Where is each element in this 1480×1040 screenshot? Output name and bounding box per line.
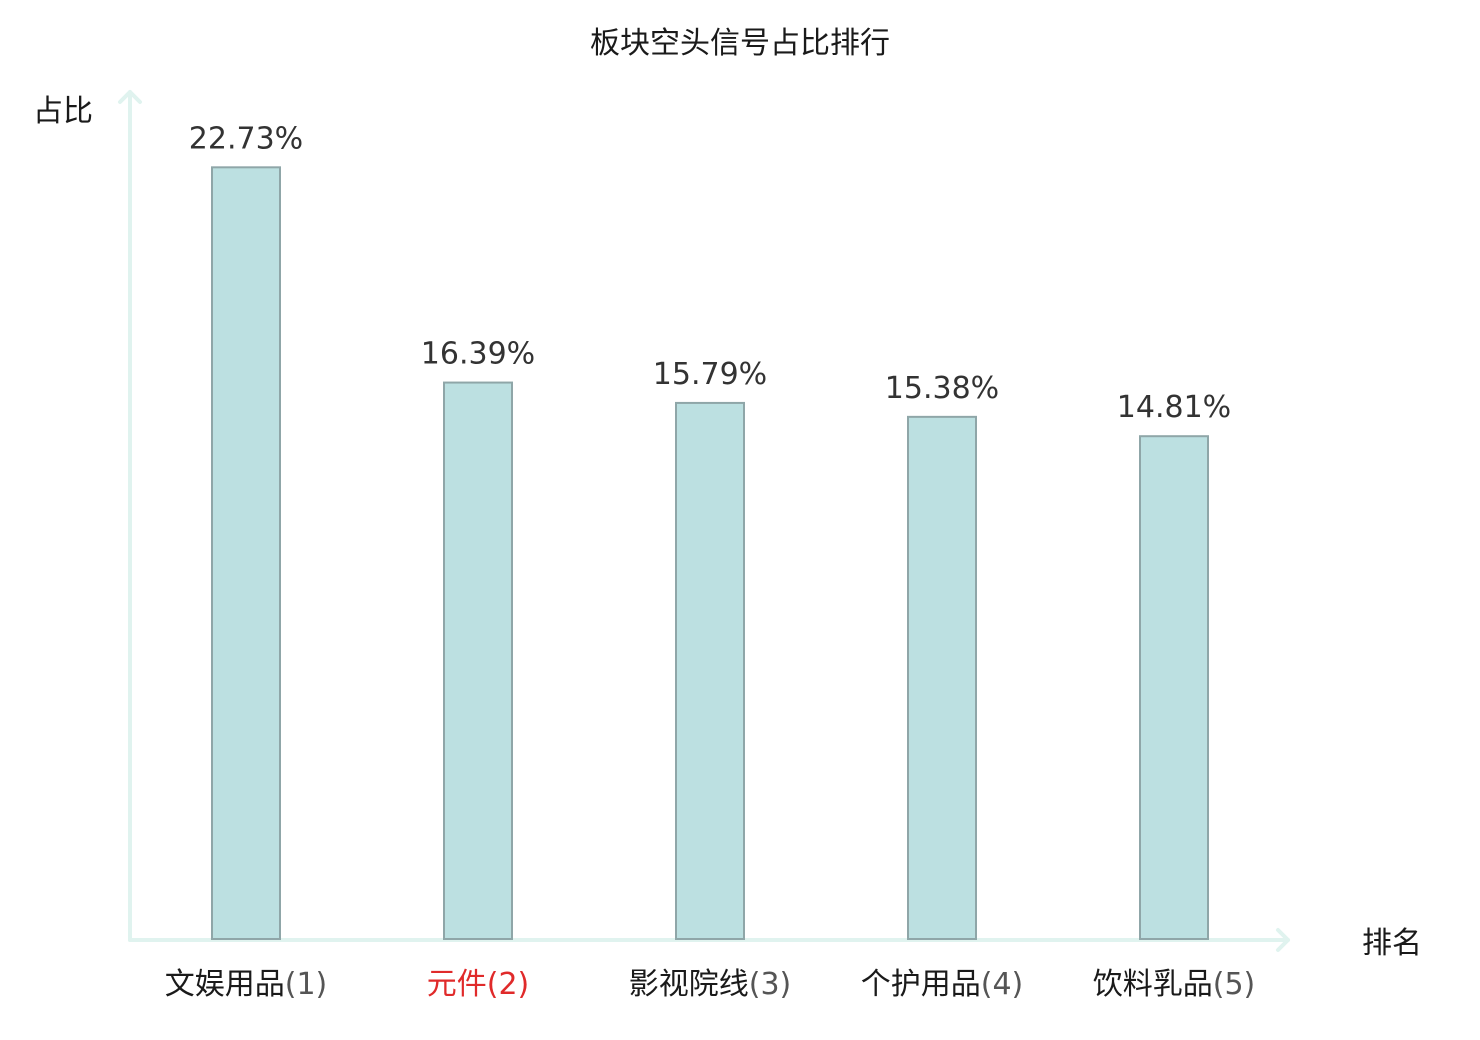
value-label-2: 16.39% [421,337,535,372]
value-label-1: 22.73% [189,121,303,156]
category-label-4: 个护用品(4) [861,967,1024,1002]
category-label-1: 文娱用品(1) [165,967,328,1002]
category-rank: (1) [285,967,328,1002]
x-axis-arrow [1276,928,1290,952]
category-name: 饮料乳品 [1093,967,1213,1002]
y-axis-label: 占比 [33,94,93,129]
value-label-3: 15.79% [653,357,767,392]
bar-1 [211,166,281,940]
category-rank: (3) [749,967,792,1002]
bar-3 [675,401,745,940]
x-axis-label: 排名 [1362,926,1422,961]
category-name: 影视院线 [629,967,749,1002]
bar-group [211,166,1209,940]
value-label-4: 15.38% [885,371,999,406]
bar-5 [1139,435,1209,940]
bar-2 [443,381,513,940]
category-name: 元件 [427,967,487,1002]
category-label-2: 元件(2) [427,967,530,1002]
category-name: 文娱用品 [165,967,285,1002]
chart-title: 板块空头信号占比排行 [590,26,890,61]
category-rank: (2) [487,967,530,1002]
value-label-group: 22.73% 16.39% 15.79% 15.38% 14.81% [189,121,1231,425]
category-label-group: 文娱用品(1) 元件(2) 影视院线(3) 个护用品(4) 饮料乳品(5) [165,967,1256,1002]
category-label-3: 影视院线(3) [629,967,792,1002]
category-rank: (5) [1213,967,1256,1002]
category-name: 个护用品 [861,967,981,1002]
category-rank: (4) [981,967,1024,1002]
value-label-5: 14.81% [1117,390,1231,425]
category-label-5: 饮料乳品(5) [1093,967,1256,1002]
bar-4 [907,415,977,940]
